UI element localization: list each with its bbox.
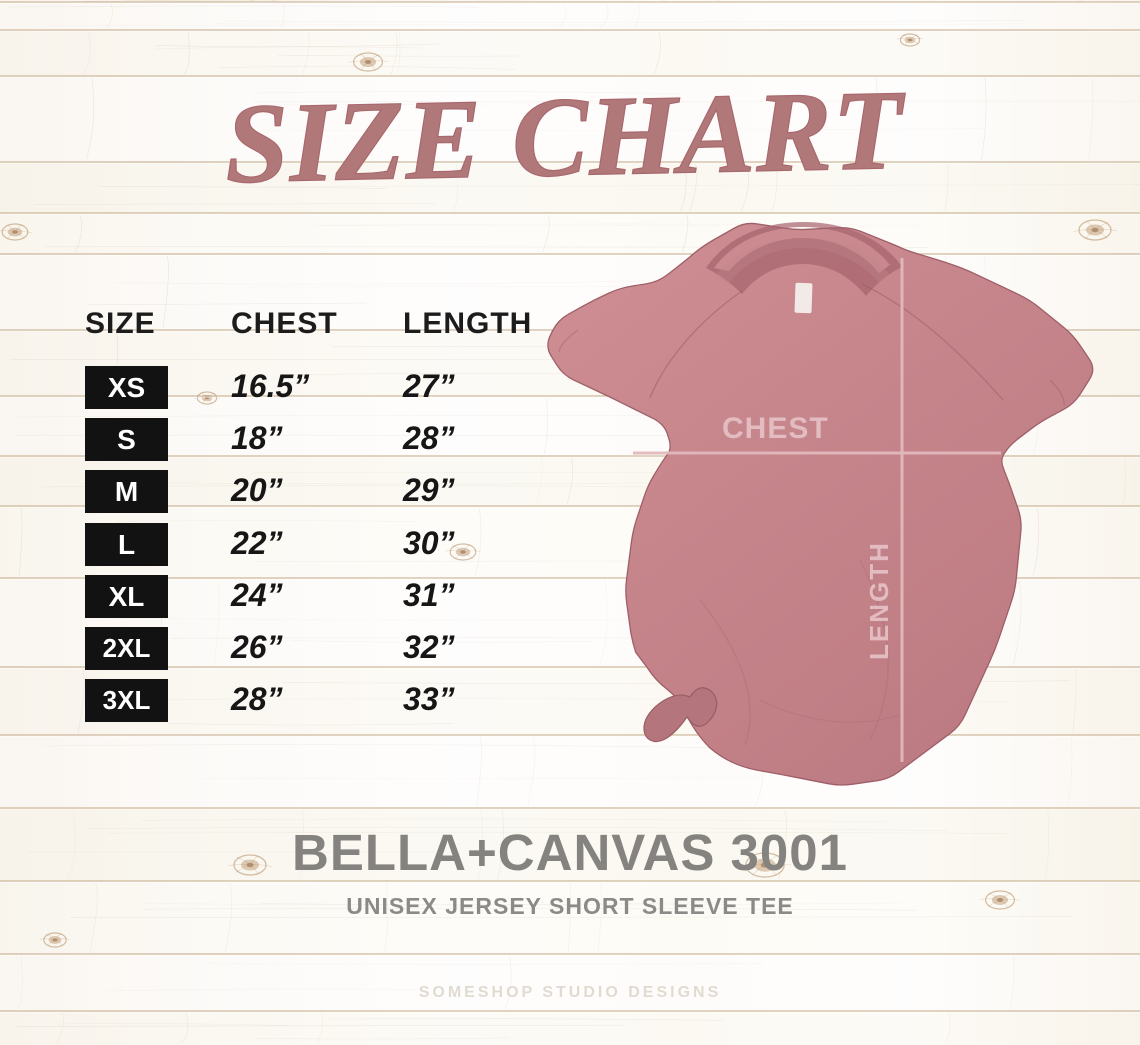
svg-text:SIZE CHART: SIZE CHART (224, 66, 908, 207)
